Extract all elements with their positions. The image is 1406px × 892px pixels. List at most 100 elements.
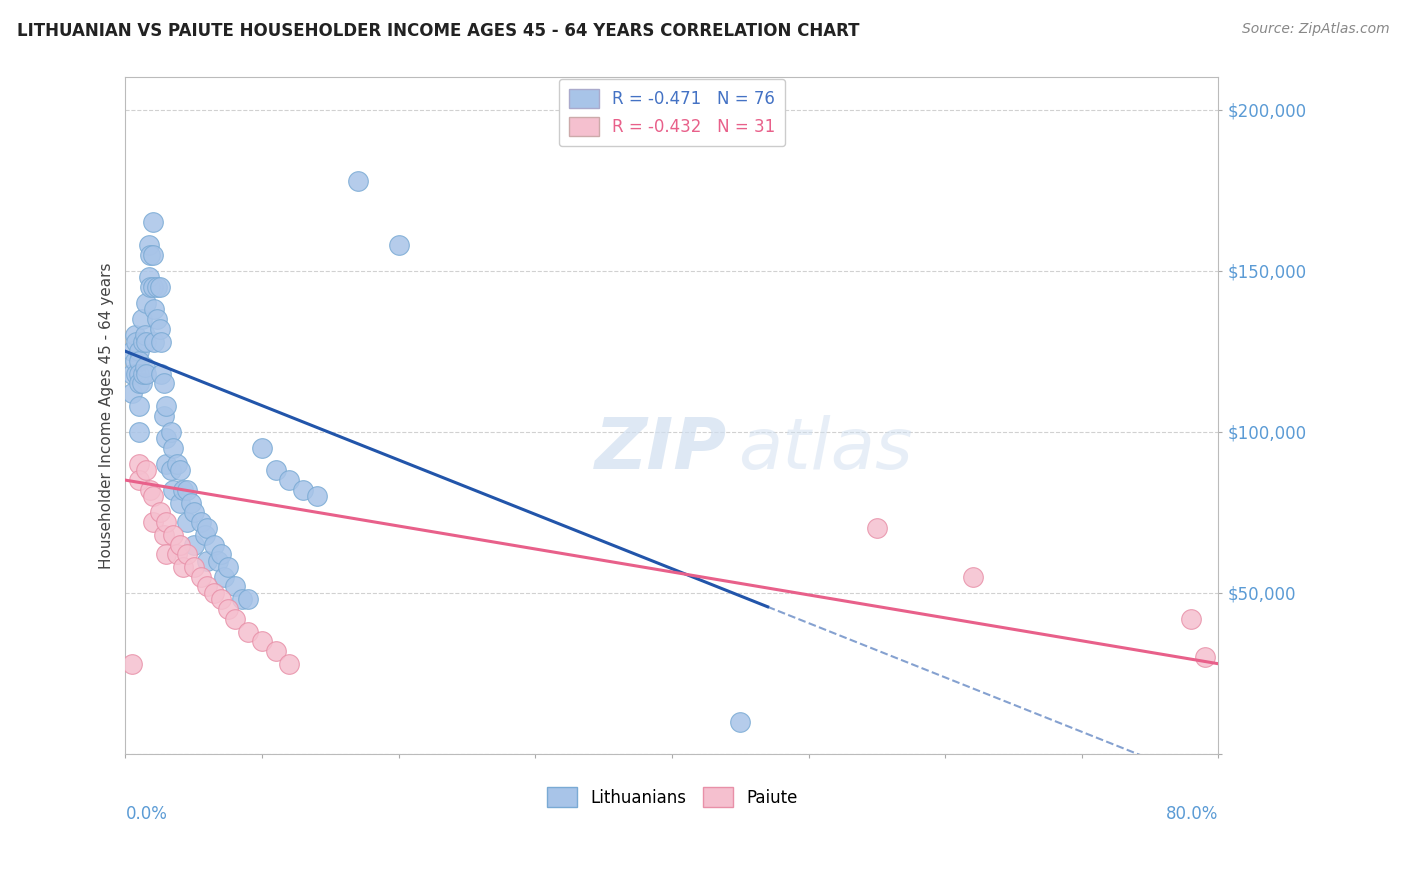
Point [305, 489, 328, 503]
Text: ZIP: ZIP [595, 415, 727, 484]
Point [150, 334, 173, 349]
Point [159, 463, 181, 477]
Point [155, 399, 177, 413]
Point [190, 570, 212, 584]
Point [142, 515, 165, 529]
Point [388, 238, 411, 252]
Point [135, 334, 157, 349]
Point [155, 515, 177, 529]
Point [152, 376, 174, 391]
Point [131, 376, 153, 391]
Point [278, 657, 301, 671]
Text: 0.0%: 0.0% [125, 805, 167, 822]
Point [169, 496, 191, 510]
Point [142, 489, 165, 503]
Point [159, 425, 181, 439]
Text: Source: ZipAtlas.com: Source: ZipAtlas.com [1241, 22, 1389, 37]
Point [169, 537, 191, 551]
Point [278, 473, 301, 487]
Point [135, 367, 157, 381]
Point [180, 496, 202, 510]
Point [183, 537, 205, 551]
Point [146, 312, 169, 326]
Point [134, 360, 156, 375]
Point [135, 296, 157, 310]
Point [142, 247, 165, 261]
Point [150, 367, 173, 381]
Point [149, 322, 172, 336]
Point [217, 560, 239, 574]
Point [149, 505, 172, 519]
Point [132, 367, 155, 381]
Point [125, 367, 148, 381]
Point [162, 483, 184, 497]
Point [183, 560, 205, 574]
Point [250, 441, 273, 455]
Point [162, 528, 184, 542]
Point [962, 570, 984, 584]
Point [128, 344, 150, 359]
Text: LITHUANIAN VS PAIUTE HOUSEHOLDER INCOME AGES 45 - 64 YEARS CORRELATION CHART: LITHUANIAN VS PAIUTE HOUSEHOLDER INCOME … [17, 22, 859, 40]
Point [139, 483, 162, 497]
Point [138, 270, 160, 285]
Point [202, 586, 225, 600]
Point [224, 612, 246, 626]
Point [224, 579, 246, 593]
Point [183, 505, 205, 519]
Point [217, 602, 239, 616]
Point [128, 367, 150, 381]
Point [207, 554, 229, 568]
Point [264, 644, 287, 658]
Point [238, 624, 260, 639]
Point [212, 570, 235, 584]
Point [176, 483, 198, 497]
Point [139, 247, 162, 261]
Point [121, 367, 143, 381]
Point [194, 528, 217, 542]
Point [172, 483, 194, 497]
Point [146, 280, 169, 294]
Point [155, 457, 177, 471]
Point [121, 386, 143, 401]
Point [128, 473, 150, 487]
Point [128, 376, 150, 391]
Point [142, 215, 165, 229]
Point [231, 592, 253, 607]
Point [166, 547, 188, 561]
Point [197, 579, 219, 593]
Point [121, 657, 143, 671]
Point [131, 312, 153, 326]
Y-axis label: Householder Income Ages 45 - 64 years: Householder Income Ages 45 - 64 years [100, 262, 114, 569]
Point [128, 354, 150, 368]
Legend: Lithuanians, Paiute: Lithuanians, Paiute [540, 780, 804, 814]
Point [162, 441, 184, 455]
Point [202, 537, 225, 551]
Point [176, 547, 198, 561]
Point [143, 334, 166, 349]
Point [155, 431, 177, 445]
Point [197, 554, 219, 568]
Point [264, 463, 287, 477]
Point [128, 457, 150, 471]
Point [1194, 650, 1216, 665]
Point [138, 238, 160, 252]
Point [128, 399, 150, 413]
Point [135, 463, 157, 477]
Point [124, 354, 146, 368]
Point [166, 457, 188, 471]
Point [128, 425, 150, 439]
Point [152, 409, 174, 423]
Point [197, 521, 219, 535]
Point [292, 483, 315, 497]
Point [139, 280, 162, 294]
Point [346, 173, 368, 187]
Point [143, 302, 166, 317]
Point [250, 634, 273, 648]
Point [155, 547, 177, 561]
Point [124, 328, 146, 343]
Point [209, 547, 232, 561]
Point [125, 334, 148, 349]
Point [1180, 612, 1202, 626]
Text: 80.0%: 80.0% [1166, 805, 1219, 822]
Point [152, 528, 174, 542]
